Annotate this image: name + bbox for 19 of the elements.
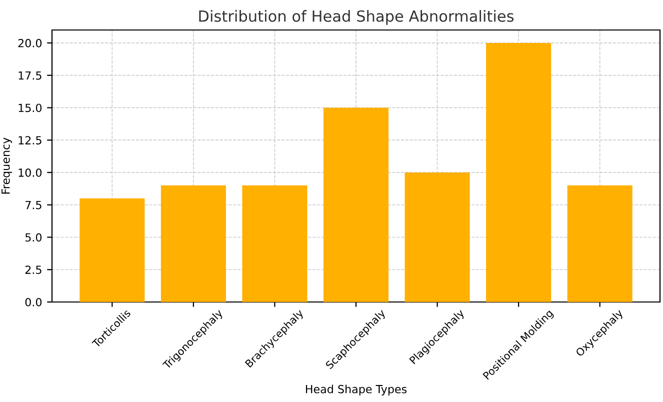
y-tick-label: 20.0 (18, 38, 42, 48)
x-axis-title: Head Shape Types (306, 384, 407, 396)
bar (323, 108, 389, 302)
y-tick-label: 7.5 (26, 200, 42, 210)
y-tick-label: 0.0 (25, 298, 42, 306)
y-tick-label: 10.0 (18, 168, 42, 177)
bar (80, 198, 145, 302)
y-tick-label: 5.0 (25, 233, 42, 242)
y-tick-label: 12.5 (18, 136, 42, 144)
bar (160, 185, 226, 302)
y-tick-label: 15.0 (18, 104, 42, 112)
bar (567, 185, 632, 302)
y-tick-label: 2.5 (25, 266, 42, 274)
bar (486, 42, 552, 302)
bar (404, 172, 470, 302)
bar (242, 185, 308, 302)
chart-title: Distribution of Head Shape Abnormalities (199, 10, 514, 25)
y-tick-label: 17.5 (18, 71, 42, 80)
y-axis-title: Frequency (2, 138, 12, 194)
